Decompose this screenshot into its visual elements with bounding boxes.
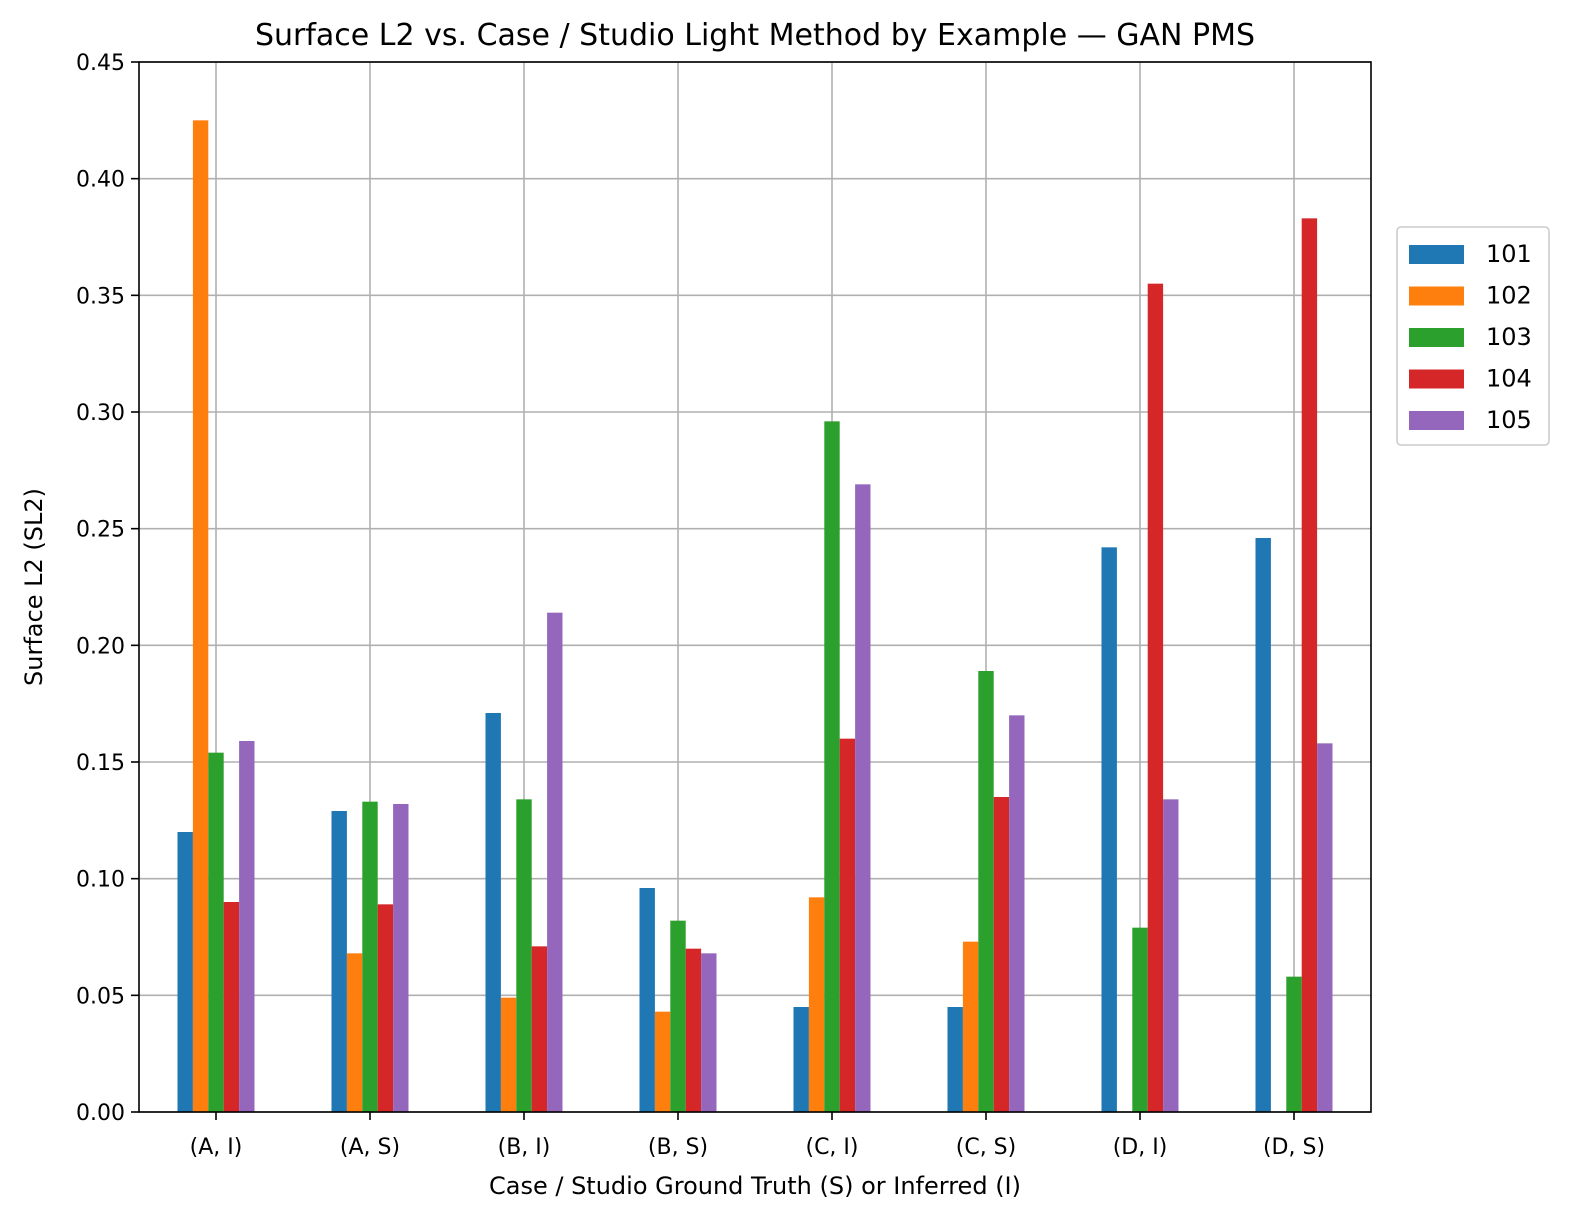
legend-swatch-105 [1409,411,1464,430]
x-tick-label: (A, S) [340,1135,400,1160]
bar-101-2 [485,713,501,1112]
bar-101-5 [947,1007,963,1112]
legend-swatch-103 [1409,328,1464,347]
bar-101-3 [639,888,655,1112]
legend-label-102: 102 [1486,282,1532,310]
legend-box [1396,226,1550,446]
y-tick-label: 0.45 [76,51,125,76]
bar-103-0 [208,752,224,1112]
bar-104-1 [377,904,394,1112]
y-tick-label: 0.40 [76,168,125,193]
y-tick-label: 0.25 [76,518,125,543]
legend-label-103: 103 [1486,323,1532,351]
bar-104-0 [223,902,240,1112]
bar-104-6 [1147,283,1164,1113]
x-axis-label: Case / Studio Ground Truth (S) or Inferr… [489,1172,1021,1200]
legend: 101 102 103 104 105 [1396,226,1550,446]
bar-101-6 [1101,547,1117,1112]
bar-104-2 [531,946,548,1112]
bar-104-4 [839,738,856,1112]
x-tick-label: (B, S) [648,1135,708,1160]
y-tick-label: 0.05 [76,984,125,1009]
bar-104-7 [1301,218,1318,1113]
bar-105-1 [393,804,409,1112]
y-tick-label: 0.15 [76,751,125,776]
bar-103-6 [1132,927,1148,1112]
bar-103-5 [978,671,994,1112]
grid-lines [139,61,1371,1113]
bar-102-0 [192,120,209,1113]
x-tick-label: (D, I) [1113,1135,1168,1160]
bar-104-3 [685,948,702,1112]
axis-ticks: 0.00 0.05 0.10 0.15 0.20 0.25 0.30 0.35 0.40 0.45… [76,51,1325,1160]
bar-105-6 [1163,799,1179,1112]
bar-102-2 [500,997,517,1112]
y-tick-label: 0.20 [76,634,125,659]
legend-swatch-101 [1409,245,1464,264]
bars [177,120,1333,1113]
x-tick-label: (D, S) [1263,1135,1325,1160]
bar-101-0 [177,832,193,1112]
bar-103-4 [824,421,840,1112]
bar-105-7 [1317,743,1333,1112]
bar-102-1 [346,953,363,1112]
bar-104-5 [993,797,1010,1112]
y-axis-label: Surface L2 (SL2) [20,488,48,686]
plot-frame [138,61,1372,1113]
x-tick-label: (C, S) [956,1135,1016,1160]
legend-label-105: 105 [1486,406,1532,434]
x-tick-label: (B, I) [498,1135,551,1160]
bar-103-3 [670,920,686,1112]
bar-102-3 [654,1011,671,1112]
bar-102-5 [962,941,979,1112]
bar-103-2 [516,799,532,1112]
bar-102-4 [808,897,825,1112]
bar-103-1 [362,801,378,1112]
legend-swatch-104 [1409,369,1464,389]
y-tick-label: 0.10 [76,868,125,893]
y-tick-label: 0.00 [76,1101,125,1126]
bar-101-1 [331,811,347,1112]
bar-105-4 [855,484,871,1112]
chart-title: Surface L2 vs. Case / Studio Light Metho… [255,18,1255,53]
legend-label-104: 104 [1486,365,1532,393]
x-tick-label: (C, I) [805,1135,858,1160]
bar-105-2 [547,612,563,1112]
bar-103-7 [1286,976,1302,1112]
bar-105-5 [1009,715,1025,1112]
legend-label-101: 101 [1486,240,1532,268]
bar-101-7 [1255,538,1271,1112]
y-tick-label: 0.35 [76,284,125,309]
x-tick-label: (A, I) [190,1135,243,1160]
y-tick-label: 0.30 [76,401,125,426]
legend-swatch-102 [1409,286,1464,306]
bar-105-3 [701,953,717,1112]
bar-101-4 [793,1007,809,1112]
bar-105-0 [239,741,255,1112]
